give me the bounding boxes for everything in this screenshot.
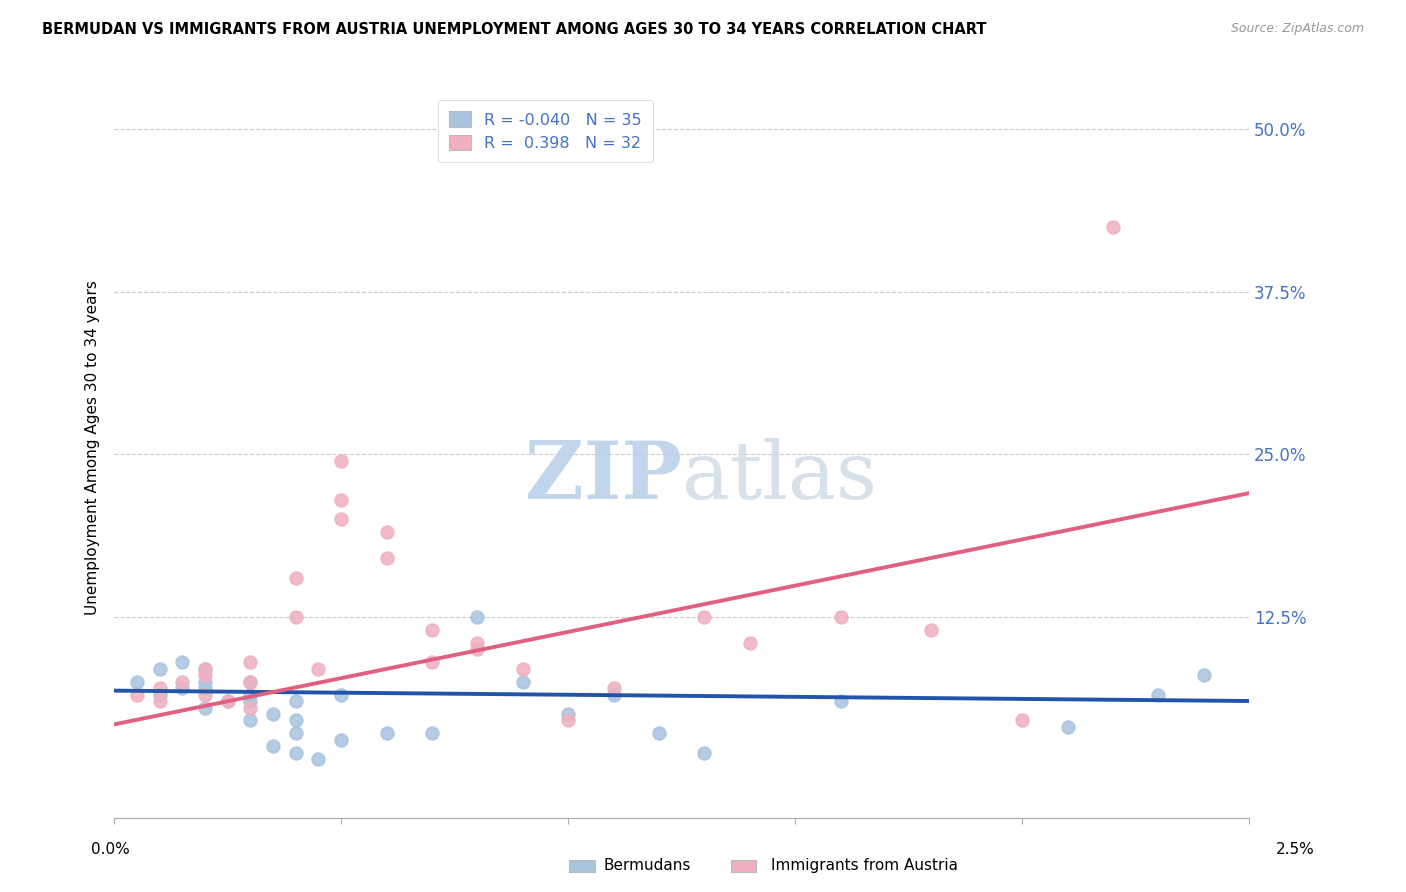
Point [125,688,148,702]
Point [239,655,262,669]
Point [1102,219,1125,234]
Point [830,694,852,708]
Point [172,674,194,689]
Point [1192,668,1215,682]
Point [308,661,330,675]
Point [217,694,239,708]
Point [217,694,239,708]
Point [239,714,262,728]
Point [467,642,489,657]
Point [262,706,284,721]
Point [602,681,624,695]
Point [239,694,262,708]
Point [172,655,194,669]
Point [1011,714,1033,728]
Point [239,674,262,689]
Point [330,453,353,467]
Point [375,726,398,740]
Point [194,668,217,682]
Text: 2.5%: 2.5% [1275,842,1315,856]
Point [149,688,172,702]
Point [308,752,330,766]
Point [330,733,353,747]
Text: 0.0%: 0.0% [91,842,131,856]
Point [284,694,307,708]
Text: Immigrants from Austria: Immigrants from Austria [770,858,959,872]
Point [149,681,172,695]
Point [738,635,761,649]
Point [830,609,852,624]
Point [375,551,398,566]
Point [557,706,579,721]
Point [1147,688,1170,702]
Point [239,674,262,689]
Point [194,681,217,695]
Legend: R = -0.040   N = 35, R =  0.398   N = 32: R = -0.040 N = 35, R = 0.398 N = 32 [437,100,652,162]
Point [330,688,353,702]
Text: Source: ZipAtlas.com: Source: ZipAtlas.com [1230,22,1364,36]
Point [194,700,217,714]
Point [330,492,353,507]
Point [284,746,307,760]
Point [330,512,353,526]
Point [239,700,262,714]
Point [149,694,172,708]
Point [420,726,443,740]
Point [512,661,534,675]
Point [284,726,307,740]
Point [194,688,217,702]
Point [239,688,262,702]
Point [125,674,148,689]
Y-axis label: Unemployment Among Ages 30 to 34 years: Unemployment Among Ages 30 to 34 years [86,280,100,615]
Text: atlas: atlas [682,438,877,516]
Point [194,661,217,675]
Point [648,726,671,740]
Point [284,609,307,624]
Point [149,661,172,675]
Point [557,714,579,728]
Point [1056,720,1078,734]
Point [284,571,307,585]
Point [512,674,534,689]
Point [262,739,284,754]
Point [467,635,489,649]
Point [467,609,489,624]
Point [920,623,942,637]
Text: ZIP: ZIP [524,438,682,516]
Point [284,714,307,728]
Point [420,655,443,669]
Text: BERMUDAN VS IMMIGRANTS FROM AUSTRIA UNEMPLOYMENT AMONG AGES 30 TO 34 YEARS CORRE: BERMUDAN VS IMMIGRANTS FROM AUSTRIA UNEM… [42,22,987,37]
Point [693,746,716,760]
Point [172,681,194,695]
Point [602,688,624,702]
Text: Bermudans: Bermudans [603,858,690,872]
Point [693,609,716,624]
Point [420,623,443,637]
Point [194,674,217,689]
Point [194,661,217,675]
Point [375,525,398,540]
